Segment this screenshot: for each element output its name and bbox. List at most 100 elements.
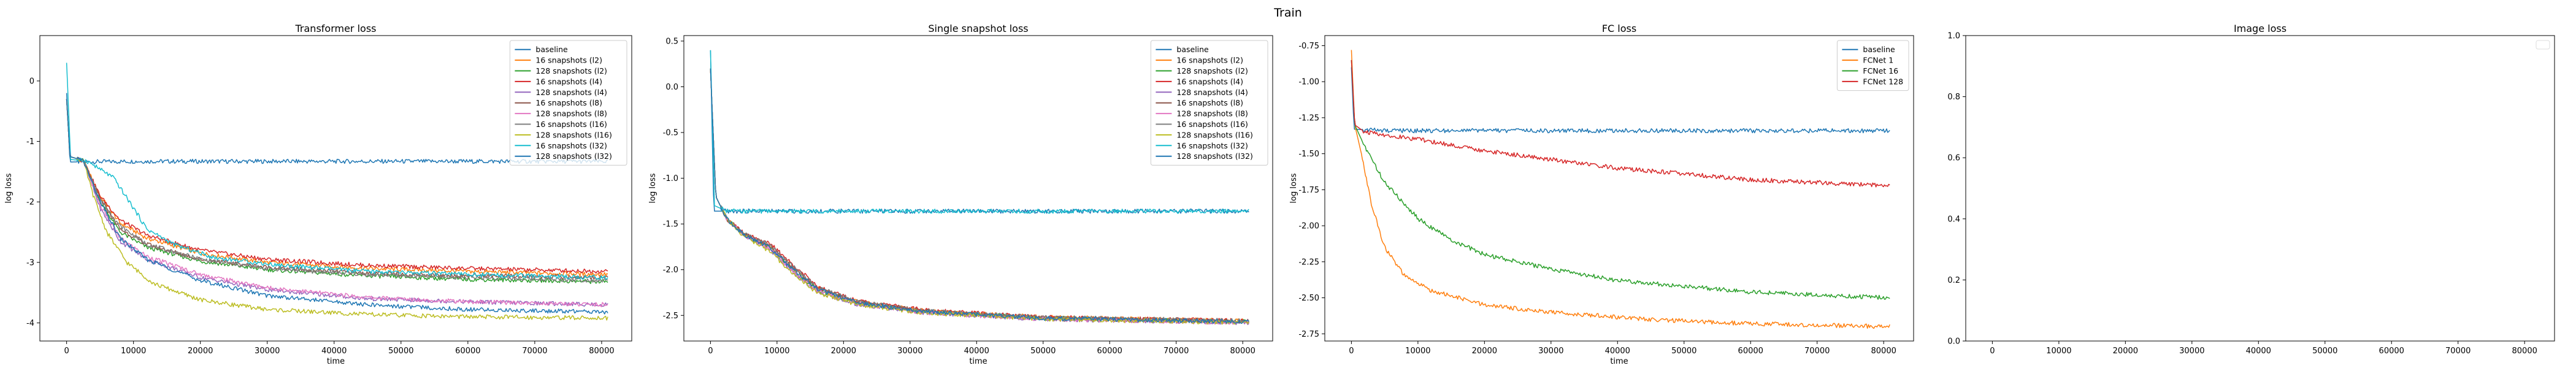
series-line-4 — [66, 99, 608, 274]
series-line-10 — [710, 50, 1249, 214]
series-line-10 — [66, 63, 608, 280]
axes-frame — [39, 35, 632, 342]
x-tick-label: 30000 — [1538, 347, 1563, 356]
series-line-1 — [1351, 67, 1890, 134]
plot-area — [66, 63, 608, 321]
series-line-2 — [66, 99, 608, 277]
y-tick-label: -1.75 — [1298, 186, 1319, 195]
x-tick-label: 10000 — [2046, 347, 2071, 356]
x-tick-label: 50000 — [2312, 347, 2337, 356]
legend-label-3: 128 snapshots (l2) — [535, 66, 607, 75]
y-tick-label: -2.25 — [1298, 258, 1319, 267]
x-tick-label: 0 — [708, 347, 713, 356]
legend-label-4: 16 snapshots (l4) — [535, 77, 602, 86]
chart-title: Image loss — [2234, 23, 2287, 34]
legend-box — [1150, 40, 1268, 166]
legend-label-7: 128 snapshots (l8) — [1176, 109, 1248, 118]
x-axis-label: time — [327, 357, 345, 366]
y-tick-label: -2.75 — [1298, 330, 1319, 339]
legend-label-1: baseline — [1176, 45, 1209, 54]
x-tick-label: 80000 — [2512, 347, 2537, 356]
x-tick-label: 20000 — [831, 347, 856, 356]
x-axis-label: time — [969, 357, 987, 366]
x-tick-label: 40000 — [1605, 347, 1630, 356]
y-tick-label: 0.8 — [1947, 93, 1960, 102]
chart-title: Single snapshot loss — [928, 23, 1028, 34]
legend-label-6: 16 snapshots (l8) — [1176, 98, 1243, 107]
x-tick-label: 80000 — [589, 347, 614, 356]
y-tick-label: -1.25 — [1298, 113, 1319, 123]
y-tick-label: -1.0 — [663, 174, 678, 183]
y-tick-label: -2 — [26, 198, 34, 207]
y-tick-label: 0.6 — [1947, 154, 1960, 163]
legend-label-4: FCNet 128 — [1863, 77, 1903, 86]
x-tick-label: 70000 — [522, 347, 547, 356]
x-tick-label: 70000 — [1804, 347, 1830, 356]
chart-image: 0 10000 20000 30000 40000 50000 60000 70000 8000… — [1947, 23, 2555, 356]
x-axis-label: time — [1610, 357, 1628, 366]
x-tick-label: 70000 — [2445, 347, 2471, 356]
legend-label-2: FCNet 1 — [1863, 56, 1893, 65]
plot-area — [1351, 50, 1890, 329]
x-tick-label: 40000 — [321, 347, 347, 356]
legend-label-8: 16 snapshots (l16) — [1176, 120, 1248, 129]
legend-label-10: 16 snapshots (l32) — [535, 141, 607, 150]
legend-box — [509, 40, 627, 166]
legend-label-3: FCNet 16 — [1863, 66, 1898, 75]
legend-label-4: 16 snapshots (l4) — [1176, 77, 1243, 86]
chart-transformer: 0 10000 20000 30000 40000 50000 60000 70000 8000… — [4, 23, 632, 366]
y-tick-label: 0.0 — [1947, 337, 1960, 347]
chart-fc: 0 10000 20000 30000 40000 50000 60000 70000 8000… — [1289, 23, 1914, 366]
series-line-4 — [1351, 59, 1890, 188]
legend-label-6: 16 snapshots (l8) — [535, 98, 602, 107]
y-tick-label: 0 — [29, 77, 34, 86]
x-tick-label: 60000 — [455, 347, 480, 356]
y-tick-label: 1.0 — [1947, 32, 1960, 41]
figure-title: Train — [1274, 6, 1302, 20]
axes-frame — [683, 35, 1273, 342]
legend-label-2: 16 snapshots (l2) — [535, 56, 602, 65]
plot-area — [710, 50, 1249, 326]
y-tick-label: -1 — [26, 137, 34, 147]
y-tick-label: -0.5 — [663, 129, 678, 138]
y-tick-label: -2.5 — [663, 312, 678, 321]
x-tick-label: 20000 — [1472, 347, 1497, 356]
x-tick-label: 40000 — [2246, 347, 2271, 356]
legend-label-10: 16 snapshots (l32) — [1176, 141, 1248, 150]
x-tick-label: 10000 — [1405, 347, 1430, 356]
x-tick-label: 50000 — [1671, 347, 1696, 356]
x-tick-label: 30000 — [897, 347, 922, 356]
series-line-11 — [66, 99, 608, 315]
y-tick-label: -1.00 — [1298, 78, 1319, 87]
legend-label-11: 128 snapshots (l32) — [535, 151, 611, 161]
y-tick-label: -3 — [26, 258, 34, 267]
y-tick-label: 0.0 — [665, 83, 678, 92]
x-tick-label: 0 — [64, 347, 69, 356]
chart-title: Transformer loss — [295, 23, 377, 34]
series-line-3 — [1351, 59, 1890, 300]
y-tick-label: -0.75 — [1298, 42, 1319, 51]
y-tick-label: -1.5 — [663, 220, 678, 229]
y-tick-label: 0.2 — [1947, 276, 1960, 285]
series-line-8 — [66, 99, 608, 283]
y-tick-label: -2.00 — [1298, 222, 1319, 231]
y-tick-label: -4 — [26, 319, 34, 328]
x-tick-label: 50000 — [388, 347, 413, 356]
legend-box-empty — [2536, 40, 2550, 50]
x-tick-label: 80000 — [1230, 347, 1255, 356]
legend-label-8: 16 snapshots (l16) — [535, 120, 607, 129]
legend-label-5: 128 snapshots (l4) — [535, 88, 607, 97]
y-tick-label: 0.4 — [1947, 215, 1960, 224]
x-tick-label: 40000 — [964, 347, 989, 356]
legend-label-2: 16 snapshots (l2) — [1176, 56, 1243, 65]
legend-label-3: 128 snapshots (l2) — [1176, 66, 1248, 75]
y-axis-label: log loss — [648, 173, 657, 203]
x-tick-label: 10000 — [121, 347, 146, 356]
y-tick-label: 0.5 — [665, 37, 678, 46]
legend-label-5: 128 snapshots (l4) — [1176, 88, 1248, 97]
legend-label-1: baseline — [535, 45, 568, 54]
